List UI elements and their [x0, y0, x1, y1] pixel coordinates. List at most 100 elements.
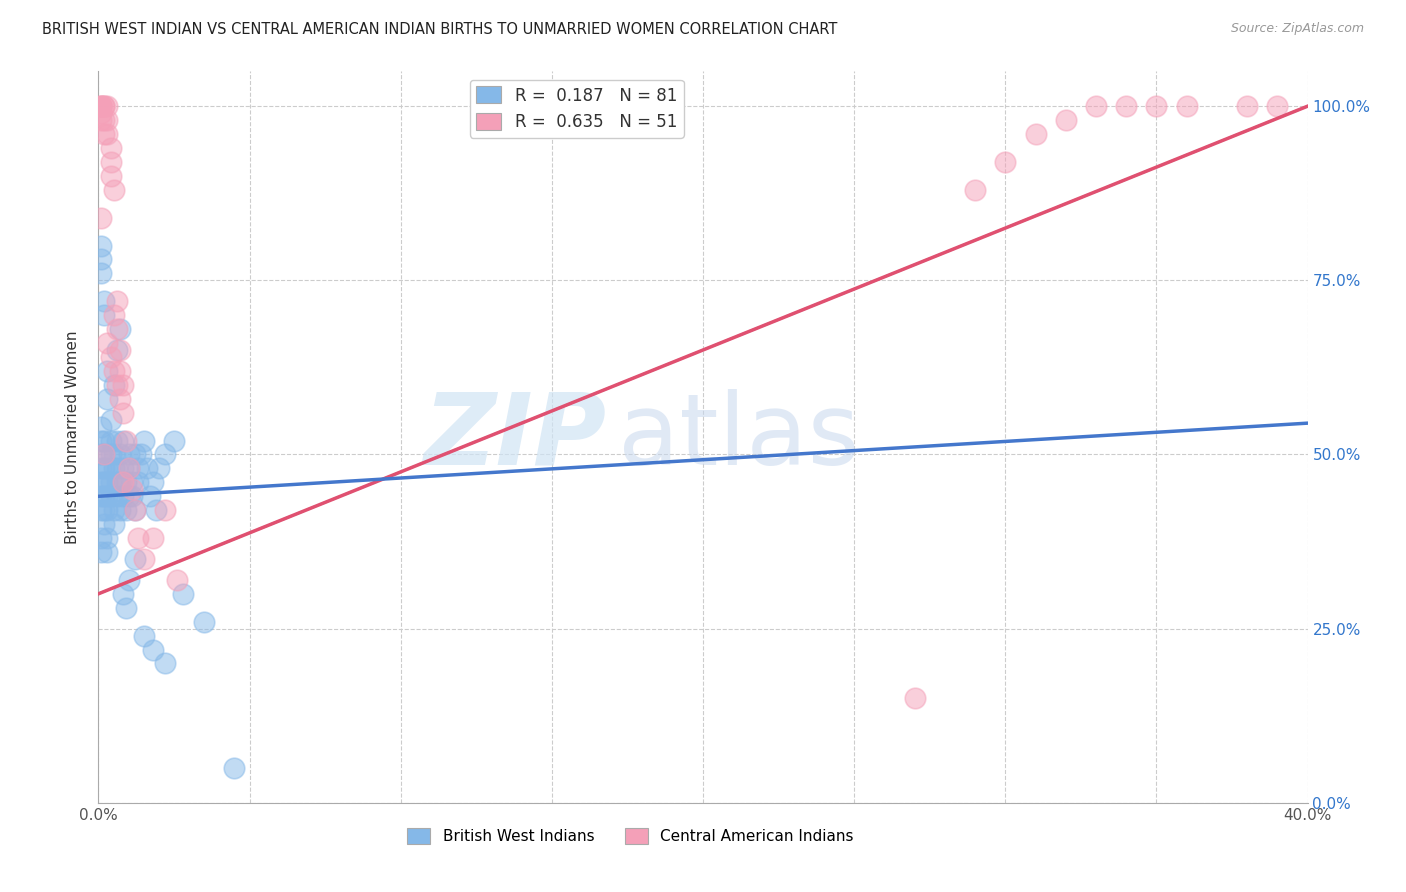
Point	[1144, 99, 1167, 113]
Point	[96, 489, 118, 503]
Point	[90, 531, 112, 545]
Point	[118, 461, 141, 475]
Point	[90, 211, 112, 225]
Point	[96, 336, 118, 351]
Point	[118, 573, 141, 587]
Point	[96, 461, 118, 475]
Point	[1175, 99, 1198, 113]
Point	[132, 552, 155, 566]
Legend: British West Indians, Central American Indians: British West Indians, Central American I…	[401, 822, 859, 850]
Point	[114, 475, 136, 490]
Point	[93, 308, 115, 322]
Point	[132, 629, 155, 643]
Point	[90, 448, 112, 462]
Point	[1115, 99, 1137, 113]
Point	[100, 448, 122, 462]
Point	[90, 489, 112, 503]
Point	[148, 461, 170, 475]
Point	[100, 155, 122, 169]
Point	[93, 294, 115, 309]
Point	[90, 106, 112, 120]
Y-axis label: Births to Unmarried Women: Births to Unmarried Women	[65, 330, 80, 544]
Point	[108, 364, 131, 378]
Point	[108, 392, 131, 406]
Point	[93, 461, 115, 475]
Point	[121, 475, 143, 490]
Point	[90, 461, 112, 475]
Point	[100, 350, 122, 364]
Point	[121, 489, 143, 503]
Point	[142, 475, 165, 490]
Point	[90, 266, 112, 280]
Point	[965, 183, 987, 197]
Point	[129, 448, 152, 462]
Point	[103, 308, 125, 322]
Point	[93, 99, 115, 113]
Point	[118, 448, 141, 462]
Point	[105, 461, 128, 475]
Point	[124, 552, 146, 566]
Point	[93, 434, 115, 448]
Point	[153, 657, 176, 671]
Point	[132, 434, 155, 448]
Point	[105, 475, 128, 490]
Point	[121, 483, 143, 497]
Point	[90, 113, 112, 128]
Point	[100, 475, 122, 490]
Point	[114, 600, 136, 615]
Point	[118, 489, 141, 503]
Point	[108, 322, 131, 336]
Point	[111, 489, 134, 503]
Point	[142, 531, 165, 545]
Point	[108, 448, 131, 462]
Point	[111, 406, 134, 420]
Point	[96, 113, 118, 128]
Point	[90, 99, 112, 113]
Point	[1085, 99, 1108, 113]
Point	[1024, 127, 1046, 141]
Point	[1236, 99, 1258, 113]
Point	[93, 448, 115, 462]
Point	[96, 99, 118, 113]
Point	[994, 155, 1017, 169]
Point	[108, 503, 131, 517]
Point	[93, 489, 115, 503]
Point	[100, 141, 122, 155]
Point	[96, 127, 118, 141]
Point	[93, 113, 115, 128]
Point	[105, 322, 128, 336]
Point	[111, 461, 134, 475]
Point	[103, 517, 125, 532]
Point	[114, 434, 136, 448]
Point	[90, 238, 112, 252]
Point	[124, 503, 146, 517]
Point	[153, 503, 176, 517]
Point	[105, 294, 128, 309]
Point	[96, 392, 118, 406]
Point	[172, 587, 194, 601]
Point	[96, 503, 118, 517]
Point	[96, 545, 118, 559]
Point	[93, 99, 115, 113]
Point	[103, 503, 125, 517]
Point	[105, 377, 128, 392]
Point	[96, 531, 118, 545]
Point	[100, 169, 122, 183]
Point	[114, 503, 136, 517]
Point	[142, 642, 165, 657]
Point	[145, 503, 167, 517]
Text: atlas: atlas	[619, 389, 860, 485]
Point	[105, 434, 128, 448]
Point	[1267, 99, 1289, 113]
Point	[93, 503, 115, 517]
Point	[103, 364, 125, 378]
Point	[103, 183, 125, 197]
Point	[111, 475, 134, 490]
Point	[103, 461, 125, 475]
Point	[1054, 113, 1077, 128]
Point	[904, 691, 927, 706]
Point	[90, 419, 112, 434]
Point	[124, 503, 146, 517]
Point	[139, 489, 162, 503]
Point	[90, 475, 112, 490]
